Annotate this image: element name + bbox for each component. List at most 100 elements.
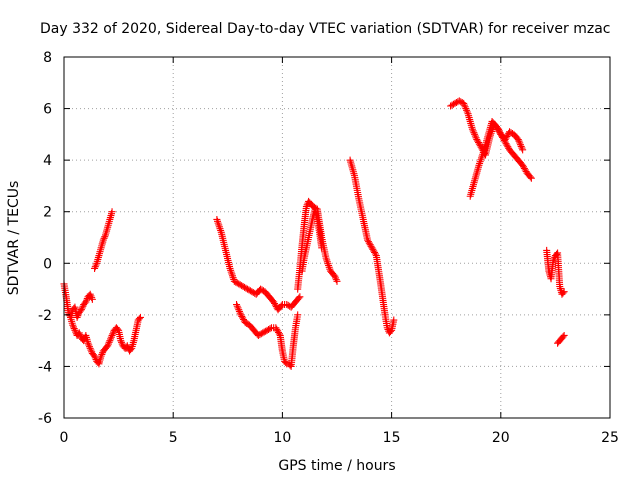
data-point [460,101,468,109]
data-point [214,217,222,225]
data-point [239,282,247,290]
data-point [97,352,105,360]
data-point [447,102,455,110]
y-tick-label: -4 [38,359,52,375]
data-point [451,99,459,107]
data-point [502,134,510,142]
grid-lines [64,57,610,418]
data-point [469,127,477,135]
data-point [213,215,221,223]
data-point [73,313,81,321]
data-point [123,342,131,350]
data-point [369,245,377,253]
data-point [260,328,268,336]
series-seg4 [213,215,304,314]
data-point [503,132,511,140]
data-point [477,156,485,164]
data-point [107,335,115,343]
data-point [266,325,274,333]
data-point [228,270,236,278]
y-tick-label: 0 [43,256,52,272]
data-point [263,326,271,334]
data-point [526,173,534,181]
data-point [470,129,478,137]
data-point [236,281,244,289]
data-point [520,163,528,171]
data-point [476,158,484,166]
data-point [390,316,398,324]
data-point [84,339,92,347]
data-point [270,298,278,306]
data-point [88,294,96,302]
data-point [254,331,262,339]
data-point [371,250,379,258]
data-point [69,323,77,331]
data-point [549,257,557,265]
data-point [91,264,99,272]
data-point [238,282,246,290]
data-point [85,343,93,351]
data-point [259,329,267,337]
data-point [325,261,333,269]
data-point [83,296,91,304]
data-point [463,108,471,116]
data-point [241,283,249,291]
data-point [516,139,524,147]
data-point [265,325,273,333]
data-point [273,325,281,333]
data-point [238,312,246,320]
data-point [475,140,483,148]
data-point [365,239,373,247]
data-point [503,141,511,149]
data-point [473,136,481,144]
data-point [519,161,527,169]
data-point [85,341,93,349]
data-point [471,130,479,138]
chart-title: Day 332 of 2020, Sidereal Day-to-day VTE… [40,21,610,37]
data-point [98,350,106,358]
series-seg11 [543,246,568,298]
data-point [475,139,483,147]
data-point [228,272,236,280]
data-point [214,219,222,227]
data-point [448,101,456,109]
data-point [370,247,378,255]
data-point [552,250,560,258]
data-point [560,288,568,296]
data-point [521,166,529,174]
data-point [495,127,503,135]
x-tick-label: 10 [273,430,291,446]
data-point [371,248,379,256]
series-seg8 [346,156,398,337]
data-point [501,136,509,144]
y-tick-label: 2 [43,205,52,221]
data-point [88,295,96,303]
data-point [471,132,479,140]
data-point [271,300,279,308]
data-point [86,290,94,298]
data-point [237,311,245,319]
data-point [364,236,372,244]
data-point [233,301,241,309]
data-point [449,100,457,108]
data-point [294,311,302,319]
data-point [516,141,524,149]
data-point [368,244,376,252]
y-tick-label: -6 [38,411,52,427]
x-axis-label: GPS time / hours [278,458,395,474]
data-point [243,285,251,293]
data-point [518,144,526,152]
data-point [216,225,224,233]
data-point [71,326,79,334]
x-tick-label: 0 [60,430,69,446]
data-point [227,268,235,276]
data-point [257,330,265,338]
data-point [302,203,310,211]
data-point [494,126,502,134]
series-seg5 [233,301,302,370]
data-point [127,346,135,354]
series-seg7 [298,205,326,275]
data-point [104,340,112,348]
data-point [367,242,375,250]
